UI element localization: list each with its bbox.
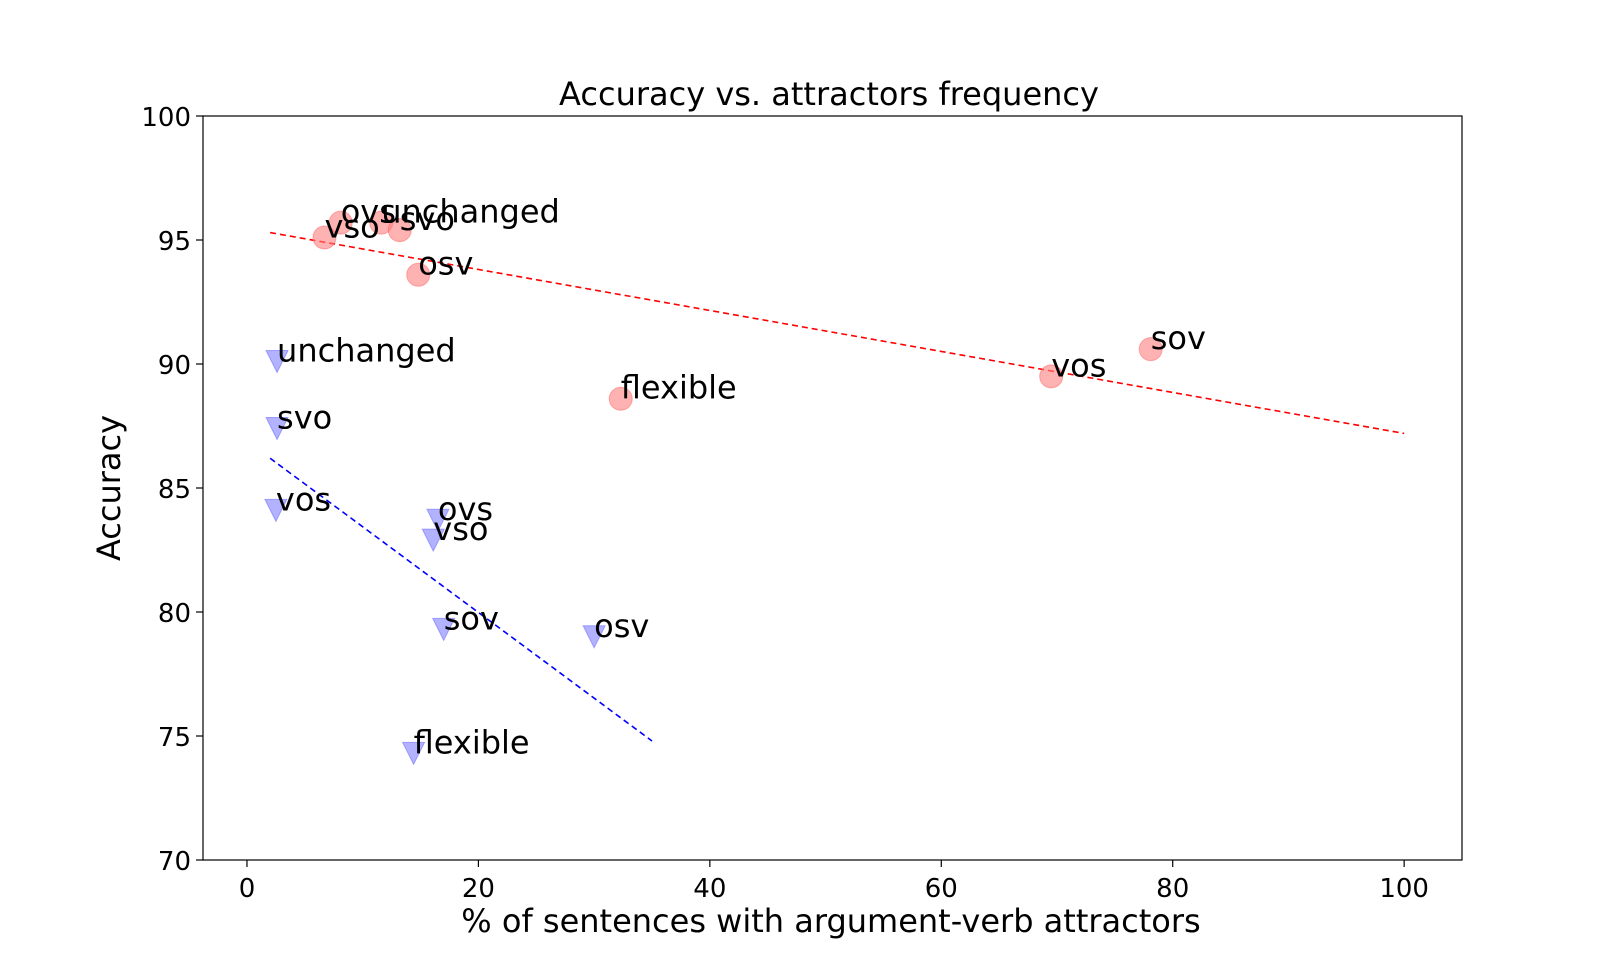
circle-marker <box>406 262 431 287</box>
x-tick-label: 20 <box>462 874 495 904</box>
point-label: flexible <box>621 369 737 407</box>
point-label: sov <box>444 599 499 637</box>
point-label: flexible <box>414 723 530 761</box>
triangle-marker <box>265 416 289 441</box>
triangle-marker <box>426 508 450 533</box>
chart-title: Accuracy vs. attractors frequency <box>559 75 1099 113</box>
point-label: vso <box>433 510 488 548</box>
y-axis-title: Accuracy <box>90 415 128 561</box>
point-label: vos <box>1051 346 1106 384</box>
point-label: svo <box>277 398 332 436</box>
circle-marker <box>1039 364 1064 389</box>
triangle-marker <box>401 741 426 766</box>
point-label: ovs <box>438 490 493 528</box>
x-tick-label: 40 <box>693 874 726 904</box>
point-label: ovs <box>341 193 396 231</box>
y-tick-label: 95 <box>158 227 191 257</box>
triangle-marker <box>582 625 606 649</box>
series-lines <box>269 231 1405 742</box>
y-tick-label: 80 <box>158 599 191 629</box>
x-tick-label: 0 <box>239 874 256 904</box>
circle-marker <box>387 218 412 243</box>
x-axis-title: % of sentences with argument-verb attrac… <box>461 902 1200 940</box>
circle-marker <box>1138 337 1163 362</box>
x-axis: 0 20 40 60 80 100 <box>239 860 1429 904</box>
y-tick-label: 85 <box>158 475 191 505</box>
trend-line <box>269 457 653 742</box>
y-tick-label: 75 <box>158 723 191 753</box>
triangle-marker <box>421 528 446 553</box>
x-tick-label: 80 <box>1156 874 1189 904</box>
y-axis: 70 75 80 85 90 95 100 <box>141 103 203 877</box>
triangle-marker <box>264 498 288 523</box>
point-label: unchanged <box>381 193 560 231</box>
y-tick-label: 70 <box>158 847 191 877</box>
point-label: unchanged <box>277 332 456 370</box>
point-label: vos <box>276 480 331 518</box>
triangle-marker <box>265 350 289 374</box>
markers <box>264 210 1163 766</box>
x-tick-label: 100 <box>1379 874 1429 904</box>
trend-line <box>269 231 1405 435</box>
point-label: osv <box>594 607 649 645</box>
circle-marker <box>328 210 353 235</box>
point-label: vso <box>325 208 380 246</box>
circle-marker <box>312 225 337 250</box>
point-label: sov <box>1151 319 1206 357</box>
x-tick-label: 60 <box>925 874 958 904</box>
triangle-marker <box>431 617 456 642</box>
point-label: osv <box>418 245 473 283</box>
circle-marker <box>608 386 633 411</box>
point-labels: vsoovsunchangedsvoosvflexiblevossovuncha… <box>276 193 1206 762</box>
y-tick-label: 100 <box>141 103 191 133</box>
y-tick-label: 90 <box>158 351 191 381</box>
point-label: svo <box>400 200 455 238</box>
